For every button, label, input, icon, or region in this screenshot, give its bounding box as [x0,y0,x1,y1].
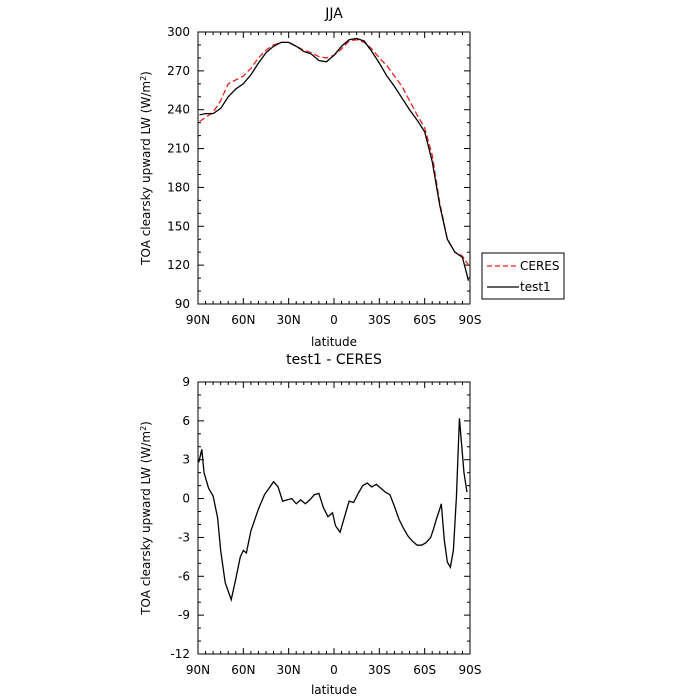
x-tick-label: 90S [459,663,482,677]
legend-box [481,252,565,300]
x-tick-label: 0 [330,313,338,327]
y-tick-label: -3 [178,530,190,544]
x-tick-label: 30N [277,663,301,677]
x-tick-label: 60S [413,663,436,677]
y-tick-label: 90 [175,297,190,311]
legend: CERES test1 [481,252,565,300]
y-tick-label: -6 [178,569,190,583]
y-tick-label: 180 [167,180,190,194]
y-tick-label: -9 [178,608,190,622]
legend-label-test1: test1 [520,280,551,294]
y-tick-label: 300 [167,25,190,39]
y-tick-label: 270 [167,64,190,78]
series-lines [199,37,470,281]
y-tick-label: 240 [167,103,190,117]
chart-title: JJA [324,6,343,22]
y-tick-label: 150 [167,219,190,233]
plot-frame [197,31,471,305]
chart-bottom: test1 - CERES 90N 60N 30N 0 30S 60S 90S -12-9-… [139,352,481,697]
chart-title: test1 - CERES [286,352,382,368]
series-line-test1 [199,37,470,281]
x-tick-label: 30S [368,313,391,327]
x-axis-label: latitude [311,683,357,697]
x-tick-label: 90S [459,313,482,327]
series-line-difference [198,418,468,602]
y-tick-label: 120 [167,258,190,272]
x-tick-label: 30N [277,313,301,327]
y-tick-label: 210 [167,142,190,156]
legend-label-ceres: CERES [520,259,560,273]
x-tick-label: 60S [413,313,436,327]
y-axis-label: TOA clearsky upward LW (W/m2) [139,421,153,616]
series-line-ceres [199,39,470,266]
series-lines [198,418,468,602]
x-tick-label: 30S [368,663,391,677]
y-tick-label: 0 [182,492,190,506]
x-axis: 90N 60N 30N 0 30S 60S 90S [186,32,482,327]
x-axis-label: latitude [311,335,357,349]
y-tick-label: -12 [170,647,190,661]
y-tick-label: 3 [182,453,190,467]
x-tick-label: 60N [231,663,255,677]
x-axis: 90N 60N 30N 0 30S 60S 90S [186,382,482,677]
x-tick-label: 90N [186,663,210,677]
y-axis: 90 120 150 180 210 240 270 300 [167,25,470,311]
x-tick-label: 60N [231,313,255,327]
y-tick-label: 6 [182,414,190,428]
y-tick-label: 9 [182,375,190,389]
x-tick-label: 0 [330,663,338,677]
x-tick-label: 90N [186,313,210,327]
y-axis: -12 -9 -6 -3 0 3 6 9 [170,375,470,661]
y-axis-label: TOA clearsky upward LW (W/m2) [139,71,153,266]
chart-top: JJA 90N 60N 30N 0 30S 60S 90S 90 120 150 180 210 24… [139,6,565,349]
